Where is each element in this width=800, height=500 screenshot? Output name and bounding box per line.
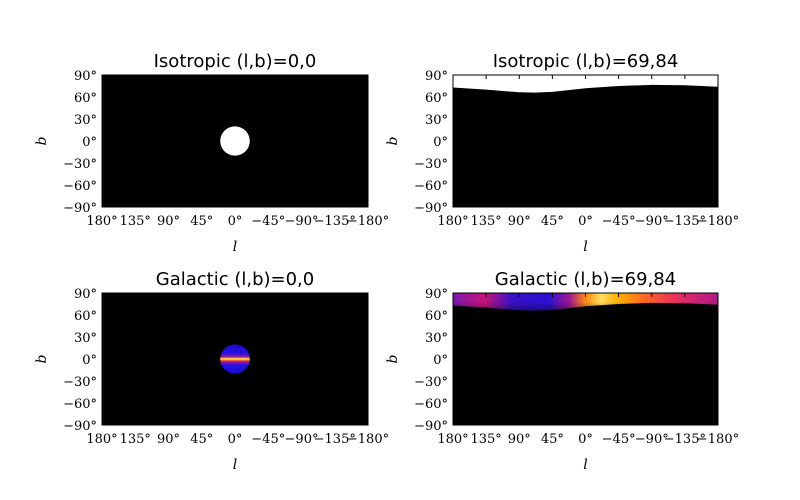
x-tick-label: −180° [697,432,739,447]
y-tick-label: −90° [63,201,97,216]
y-tick-label: −30° [63,157,97,172]
x-tick-label: 45° [190,214,213,229]
x-tick-label: −180° [347,214,389,229]
x-axis-label: l [233,239,237,255]
y-tick-label: −90° [414,201,448,216]
y-tick-label: 30° [74,113,97,128]
y-tick-label: 90° [425,287,448,302]
panel-4: 180° 135° 90° 45° 0° −45° −90°−135°−180°90°60°… [385,269,739,473]
y-tick-label: −30° [63,375,97,390]
y-tick-label: −60° [414,397,448,412]
y-tick-label: −90° [63,419,97,434]
plot-background [453,75,718,207]
y-tick-label: 30° [74,331,97,346]
y-tick-label: −60° [63,179,97,194]
panel-title: Isotropic (l,b)=69,84 [493,51,679,72]
x-tick-label: 180° [437,214,468,229]
y-tick-label: 60° [74,309,97,324]
y-tick-label: 0° [82,135,97,150]
x-tick-label: −45° [251,432,285,447]
y-tick-label: 30° [425,113,448,128]
y-tick-label: 90° [425,69,448,84]
y-tick-label: 60° [425,309,448,324]
x-tick-label: −135° [314,214,356,229]
x-tick-label: 180° [437,432,468,447]
x-tick-label: −90° [635,214,669,229]
x-tick-label: 180° [86,432,117,447]
x-tick-label: −180° [347,432,389,447]
y-axis-label: b [385,136,401,145]
galactic-cap-shading [453,293,718,311]
x-tick-label: −45° [251,214,285,229]
x-tick-label: 135° [120,214,151,229]
y-tick-label: −30° [414,157,448,172]
x-axis-label: l [583,239,587,255]
x-tick-label: 90° [508,214,531,229]
y-tick-label: 30° [425,331,448,346]
panel-title: Galactic (l,b)=69,84 [495,269,676,290]
y-tick-label: 90° [74,287,97,302]
y-axis-label: b [34,136,50,145]
plot-background [453,293,718,425]
panel-title: Galactic (l,b)=0,0 [156,269,314,290]
x-tick-label: 0° [578,214,593,229]
panel-title: Isotropic (l,b)=0,0 [154,51,317,72]
panel-2: 180° 135° 90° 45° 0° −45° −90°−135°−180°90°60°… [385,51,739,255]
x-axis-label: l [583,457,587,473]
x-tick-label: 45° [541,214,564,229]
isotropic-cap [453,75,718,93]
x-tick-label: −45° [602,432,636,447]
y-tick-label: 0° [433,353,448,368]
x-tick-label: −45° [602,214,636,229]
x-tick-label: −135° [664,432,706,447]
x-tick-label: 135° [120,432,151,447]
y-tick-label: 0° [433,135,448,150]
y-axis-label: b [34,354,50,363]
x-tick-label: 45° [541,432,564,447]
x-tick-label: 0° [578,432,593,447]
x-tick-label: −135° [314,432,356,447]
x-tick-label: −90° [285,432,319,447]
y-tick-label: 90° [74,69,97,84]
x-tick-label: 90° [157,432,180,447]
y-tick-label: −90° [414,419,448,434]
x-tick-label: −180° [697,214,739,229]
x-tick-label: 90° [157,214,180,229]
x-tick-label: 45° [190,432,213,447]
panel-3: 180° 135° 90° 45° 0° −45° −90°−135°−180°90°60°… [34,269,389,473]
x-tick-label: 135° [470,432,501,447]
y-tick-label: 60° [74,91,97,106]
x-tick-label: 135° [470,214,501,229]
galactic-disc [220,344,250,374]
y-tick-label: −30° [414,375,448,390]
y-axis-label: b [385,354,401,363]
panel-1: 180° 135° 90° 45° 0° −45° −90°−135°−180°90°60°… [34,51,389,255]
x-tick-label: 90° [508,432,531,447]
x-tick-label: 0° [228,432,243,447]
x-tick-label: −90° [285,214,319,229]
x-axis-label: l [233,457,237,473]
isotropic-disc [220,126,250,156]
y-tick-label: 0° [82,353,97,368]
y-tick-label: −60° [414,179,448,194]
x-tick-label: −90° [635,432,669,447]
x-tick-label: 0° [228,214,243,229]
x-tick-label: 180° [86,214,117,229]
y-tick-label: 60° [425,91,448,106]
y-tick-label: −60° [63,397,97,412]
x-tick-label: −135° [664,214,706,229]
